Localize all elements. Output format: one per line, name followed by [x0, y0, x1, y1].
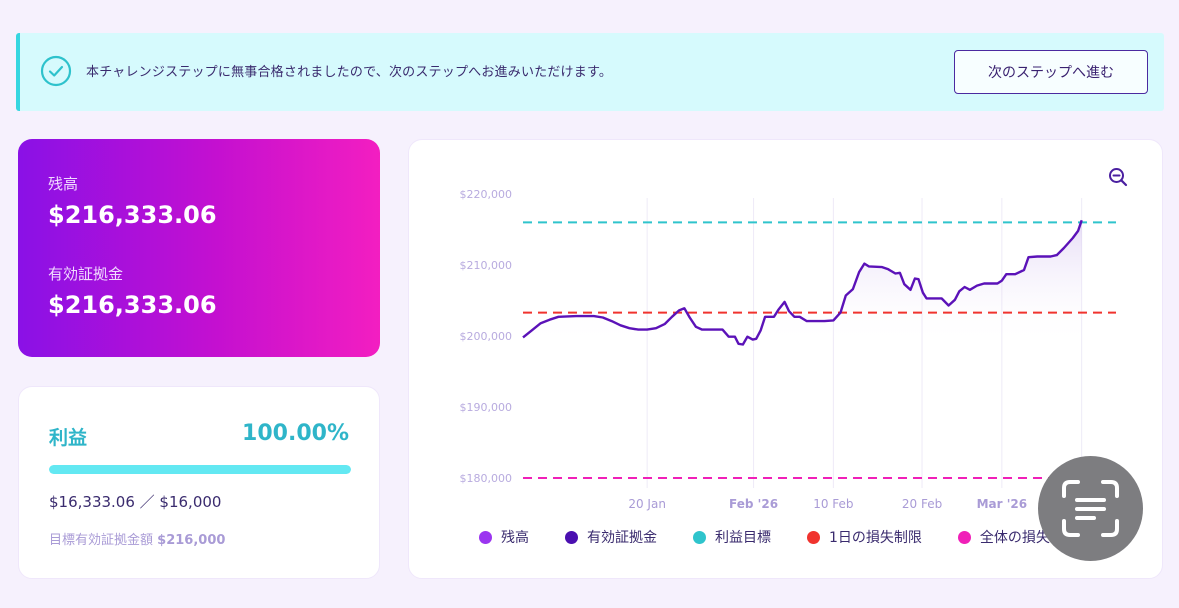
- legend-label: 残高: [501, 530, 529, 546]
- balance-card: 残高 $216,333.06 有効証拠金 $216,333.06: [18, 139, 380, 357]
- legend-item[interactable]: 利益目標: [693, 527, 771, 547]
- success-banner: 本チャレンジステップに無事合格されましたので、次のステップへお進みいただけます。…: [16, 33, 1164, 111]
- target-equity-label: 目標有効証拠金額: [49, 533, 154, 548]
- profit-card: 利益 100.00% $16,333.06 ／ $16,000 目標有効証拠金額…: [18, 386, 380, 579]
- profit-progress-fill: [49, 465, 351, 474]
- visual-search-button[interactable]: [1038, 456, 1143, 561]
- equity-area: [523, 220, 1082, 346]
- legend-dot: [957, 530, 971, 544]
- next-step-button[interactable]: 次のステップへ進む: [954, 50, 1148, 94]
- equity-label: 有効証拠金: [48, 265, 124, 283]
- legend-dot: [479, 530, 492, 544]
- y-tick-label: $190,000: [460, 401, 513, 414]
- y-tick-label: $210,000: [460, 259, 513, 272]
- x-tick-label: 10 Feb: [813, 497, 853, 511]
- legend-dot: [693, 530, 706, 544]
- equity-value: $216,333.06: [48, 291, 217, 319]
- target-equity-value: $216,000: [157, 533, 226, 548]
- legend-label: 有効証拠金: [587, 530, 657, 546]
- profit-label: 利益: [49, 427, 88, 449]
- target-equity: 目標有効証拠金額 $216,000: [49, 529, 225, 548]
- equity-line: [522, 219, 1083, 346]
- x-tick-label: 20 Jan: [628, 497, 666, 511]
- equity-chart-card: $220,000 $210,000 $200,000 $190,000 $180,000…: [408, 139, 1163, 579]
- balance-label: 残高: [48, 175, 79, 193]
- scan-text-icon: [1062, 480, 1119, 537]
- balance-value: $216,333.06: [48, 201, 217, 229]
- equity-chart: $220,000 $210,000 $200,000 $190,000 $180,000…: [460, 188, 1116, 511]
- legend-item[interactable]: 有効証拠金: [565, 527, 657, 547]
- legend-label: 利益目標: [715, 530, 771, 546]
- legend-item[interactable]: 残高: [479, 527, 529, 547]
- x-tick-label: Feb '26: [729, 497, 778, 511]
- legend-dot: [807, 530, 820, 544]
- legend-dot: [565, 530, 578, 544]
- profit-percent: 100.00%: [242, 421, 349, 446]
- x-tick-label: Mar '26: [977, 497, 1028, 511]
- x-tick-label: 20 Feb: [902, 497, 942, 511]
- legend-label: 1日の損失制限: [829, 530, 922, 546]
- legend-item[interactable]: 1日の損失制限: [807, 527, 922, 547]
- chart-legend: 残高 有効証拠金 利益目標 1日の損失制限 全体の損失制限: [479, 527, 1114, 547]
- y-tick-label: $220,000: [460, 188, 513, 201]
- y-tick-label: $200,000: [460, 330, 513, 343]
- profit-amount: $16,333.06 ／ $16,000: [49, 493, 222, 511]
- zoom-out-icon[interactable]: [1107, 166, 1129, 188]
- check-circle-icon: [40, 55, 72, 87]
- y-tick-label: $180,000: [460, 472, 513, 485]
- banner-message: 本チャレンジステップに無事合格されましたので、次のステップへお進みいただけます。: [86, 65, 613, 80]
- profit-progress-bar: [49, 465, 351, 474]
